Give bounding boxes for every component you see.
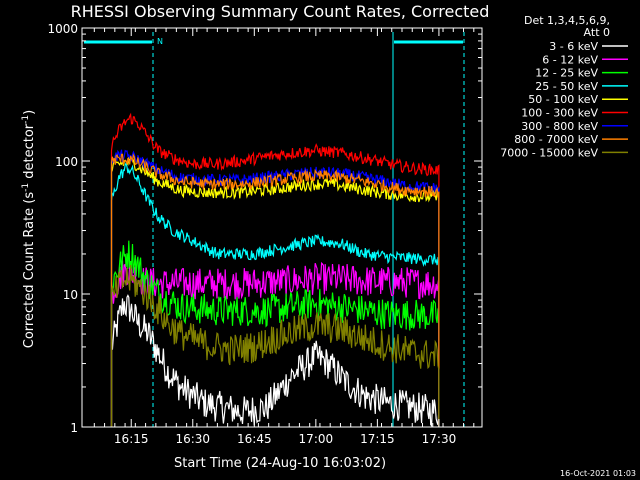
legend-entry-4: 50 - 100 keV (528, 93, 598, 106)
y-tick-label-1: 10 (63, 288, 78, 302)
x-tick-label-2: 16:45 (237, 432, 272, 446)
legend-entry-8: 7000 - 15000 keV (500, 146, 598, 159)
series-line-7 (110, 153, 440, 427)
axis-ticks: 16:15 16:30 16:45 17:00 17:15 17:30 1 10 100 1000 (47, 22, 482, 446)
legend-entry-5: 100 - 300 keV (521, 107, 598, 120)
series-line-0 (110, 294, 440, 428)
attenuator-label: N (157, 37, 163, 46)
y-tick-label-0: 1 (70, 421, 78, 435)
y-tick-label-2: 100 (55, 155, 78, 169)
x-tick-label-0: 16:15 (114, 432, 149, 446)
x-axis-label: Start Time (24-Aug-10 16:03:02) (174, 456, 386, 471)
chart-title: RHESSI Observing Summary Count Rates, Co… (71, 2, 490, 21)
legend-entry-6: 300 - 800 keV (521, 120, 598, 133)
series-line-3 (110, 161, 440, 427)
series-line-8 (110, 264, 440, 427)
legend-entry-1: 6 - 12 keV (542, 53, 598, 66)
x-tick-label-4: 17:15 (360, 432, 395, 446)
y-axis-label-mid: detector (22, 123, 37, 183)
plot-frame (81, 27, 483, 428)
attenuator-bands (84, 32, 465, 427)
legend-entry-7: 800 - 7000 keV (514, 133, 598, 146)
legend-entry-2: 12 - 25 keV (535, 67, 598, 80)
series-line-5 (110, 112, 440, 427)
y-axis-label-sup1: -1 (21, 183, 31, 192)
series-lines (110, 112, 440, 428)
x-tick-label-3: 17:00 (299, 432, 334, 446)
series-line-1 (110, 260, 440, 427)
y-axis-label-main: Corrected Count Rate (s (22, 192, 37, 349)
legend-entry-0: 3 - 6 keV (549, 40, 598, 53)
x-tick-label-1: 16:30 (175, 432, 210, 446)
y-axis-label: Corrected Count Rate (s-1 detector-1) (21, 110, 37, 348)
legend-entry-3: 25 - 50 keV (535, 80, 598, 93)
footer-date: 16-Oct-2021 01:03 (560, 469, 636, 478)
x-tick-label-5: 17:30 (422, 432, 457, 446)
legend-header-line2: Att 0 (584, 26, 610, 39)
series-line-2 (110, 240, 440, 427)
y-axis-label-sup2: -1 (21, 115, 31, 124)
legend-header-line1: Det 1,3,4,5,6,9, (524, 14, 610, 27)
y-tick-label-3: 1000 (47, 22, 78, 36)
y-axis-label-end: ) (22, 110, 37, 115)
